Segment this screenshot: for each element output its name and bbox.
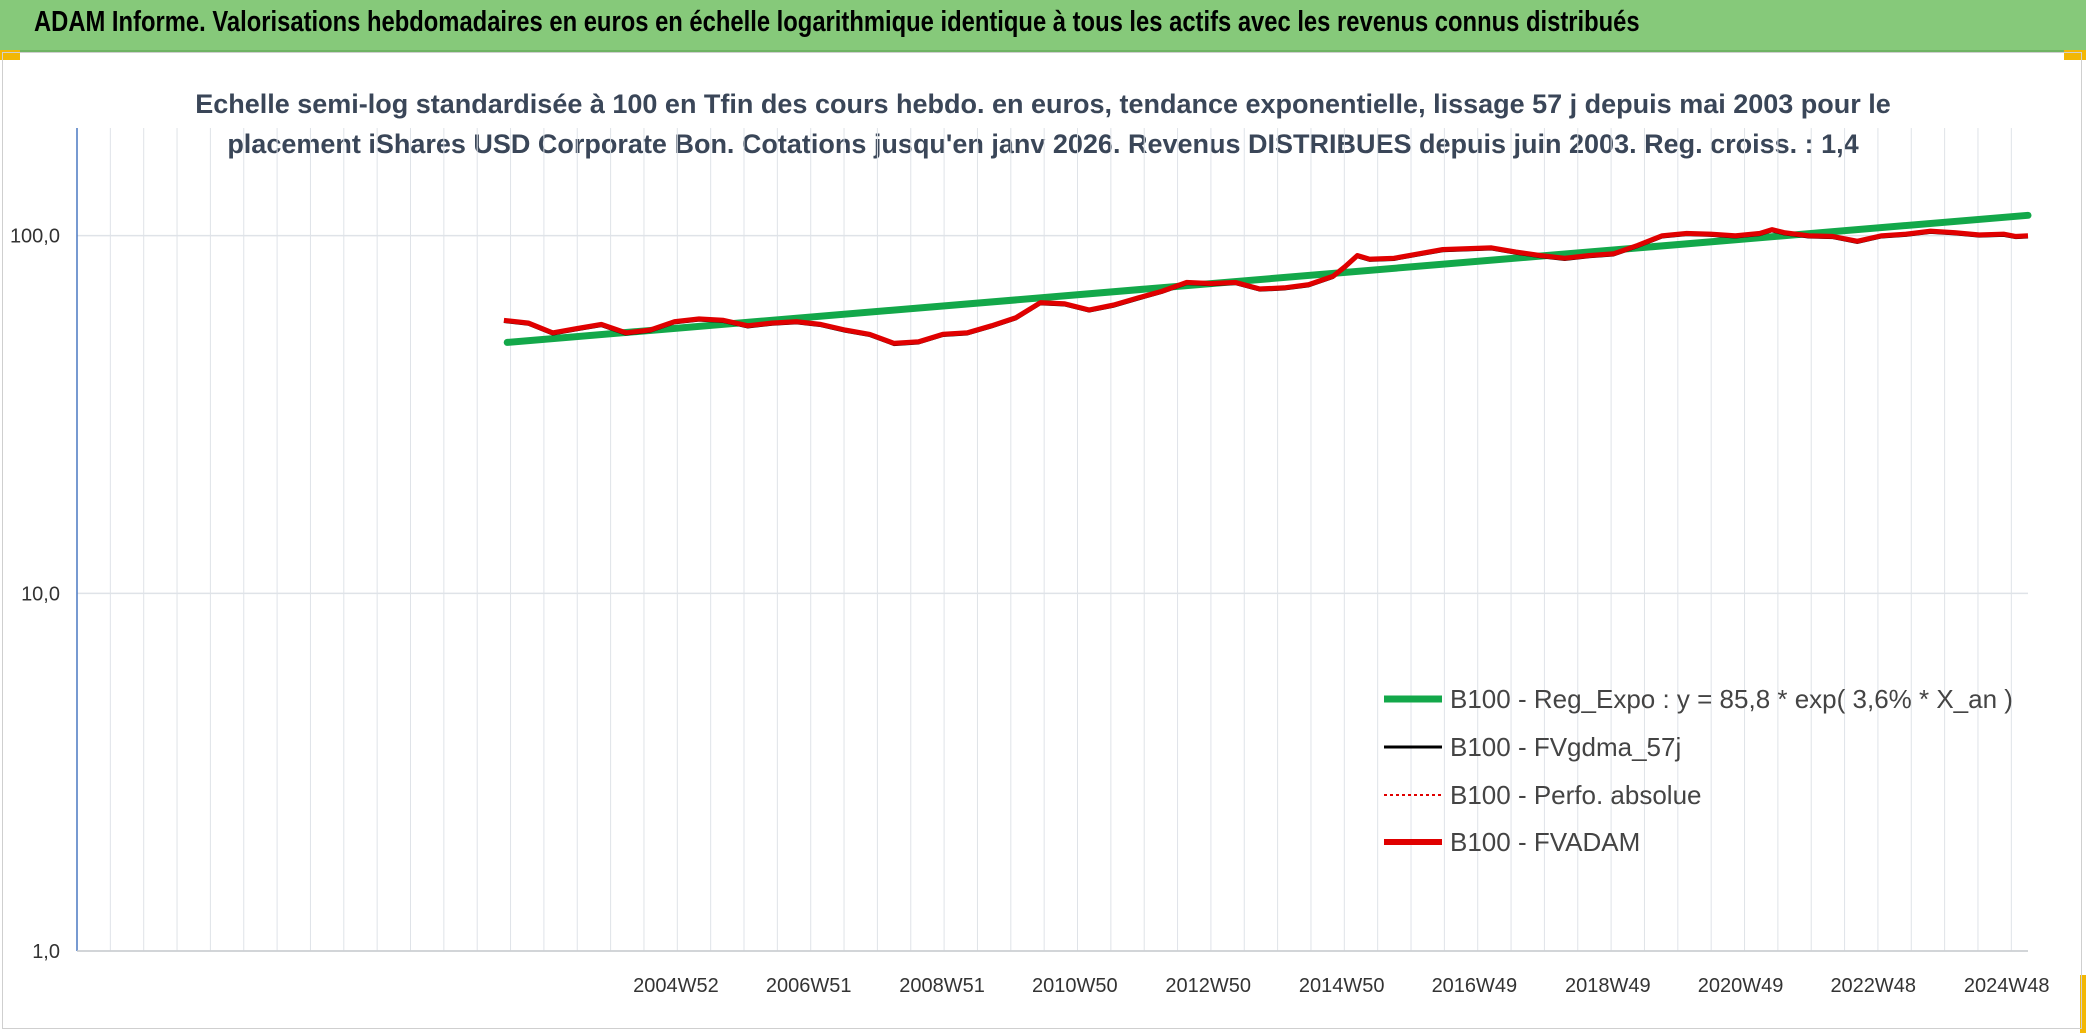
legend-label-fvgdma: B100 - FVgdma_57j — [1450, 732, 1681, 762]
series — [503, 211, 2032, 347]
y-tick-label: 1,0 — [32, 941, 60, 963]
legend-label-perfo: B100 - Perfo. absolue — [1450, 780, 1702, 810]
x-tick-label: 2010W50 — [1032, 975, 1118, 997]
legend: B100 - Reg_Expo : y = 85,8 * exp( 3,6% *… — [1384, 684, 2013, 857]
x-tick-label: 2022W48 — [1830, 975, 1916, 997]
x-tick-label: 2008W51 — [899, 975, 985, 997]
page-title: ADAM Informe. Valorisations hebdomadaire… — [34, 6, 1640, 38]
x-tick-label: 2006W51 — [766, 975, 852, 997]
corner-accent-right — [2064, 50, 2086, 60]
x-tick-label: 2024W48 — [1964, 975, 2050, 997]
chart-frame — [2, 52, 2082, 1029]
x-tick-label: 2004W52 — [633, 975, 719, 997]
x-tick-label: 2014W50 — [1299, 975, 1385, 997]
x-tick-label: 2016W49 — [1432, 975, 1518, 997]
chart-subtitle-line-1: Echelle semi-log standardisée à 100 en T… — [195, 89, 1891, 119]
gridlines — [77, 128, 2028, 952]
y-tick-label: 100,0 — [10, 226, 60, 248]
x-tick-label: 2020W49 — [1698, 975, 1784, 997]
x-tick-label: 2012W50 — [1165, 975, 1251, 997]
x-tick-label: 2018W49 — [1565, 975, 1651, 997]
legend-label-trend: B100 - Reg_Expo : y = 85,8 * exp( 3,6% *… — [1450, 684, 2013, 714]
y-tick-label: 10,0 — [21, 583, 60, 605]
series-line-reg-expo — [503, 211, 2032, 346]
series-line-fvadam — [503, 227, 2029, 346]
corner-accent-bottom-right — [2080, 975, 2086, 1033]
legend-label-fvadam: B100 - FVADAM — [1450, 827, 1640, 857]
header-banner: ADAM Informe. Valorisations hebdomadaire… — [0, 0, 2086, 52]
axes: 100,0 10,0 1,0 2004W52 2006W51 2008W51 2010W50… — [10, 128, 2050, 997]
chart-subtitle-line-2: placement iShares USD Corporate Bon. Cot… — [227, 129, 1858, 159]
corner-accent-left — [0, 50, 20, 60]
